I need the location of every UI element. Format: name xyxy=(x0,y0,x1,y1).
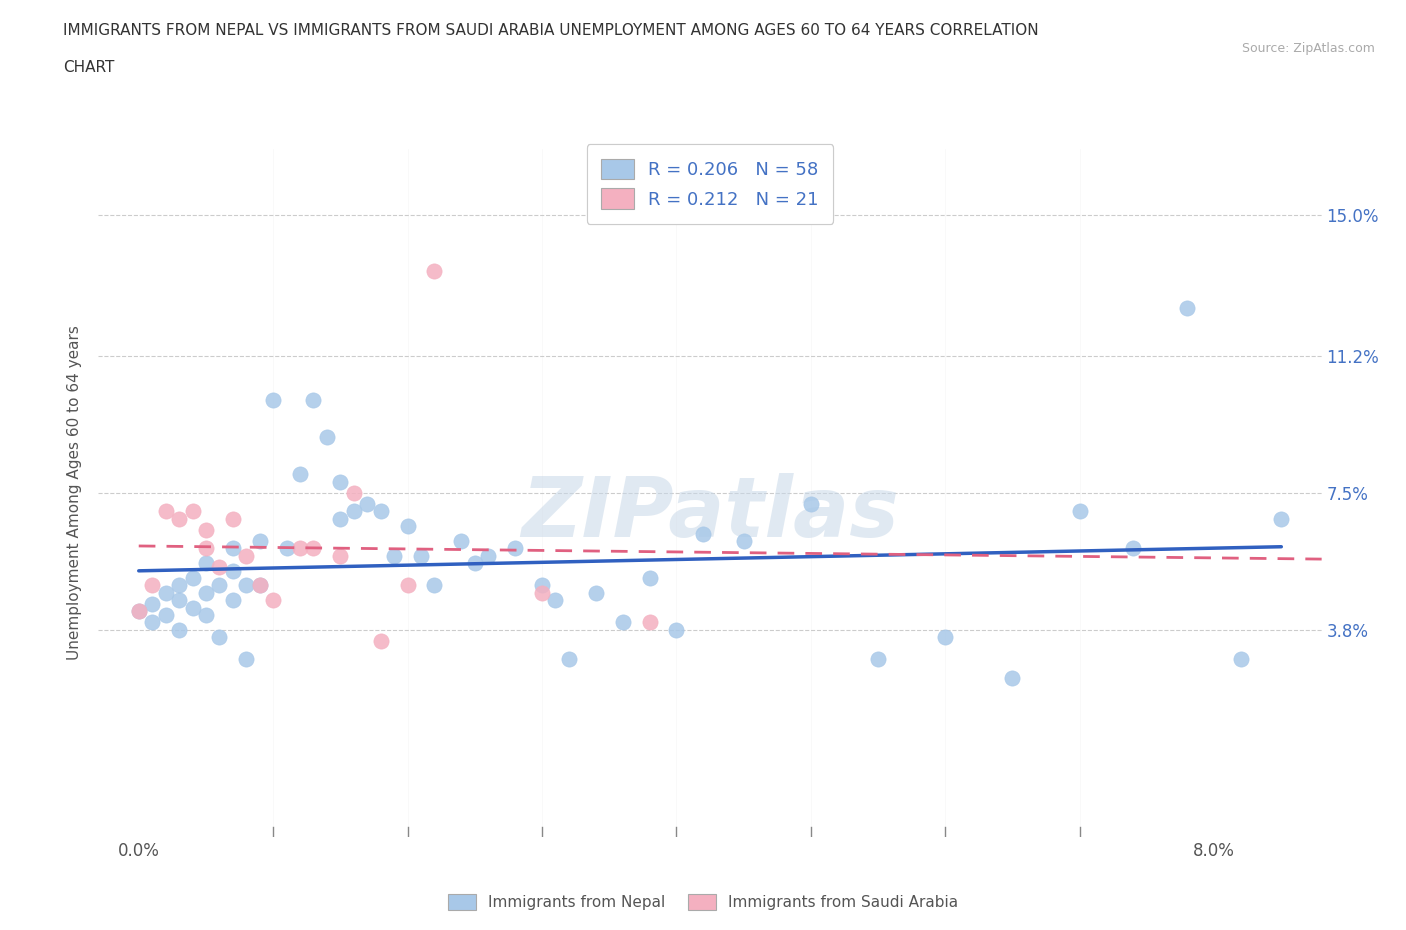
Point xyxy=(585,585,607,600)
Point xyxy=(665,622,688,637)
Y-axis label: Unemployment Among Ages 60 to 64 years: Unemployment Among Ages 60 to 64 years xyxy=(67,326,83,660)
Point xyxy=(934,630,956,644)
Point xyxy=(181,600,204,615)
Point xyxy=(128,604,150,618)
Legend: Immigrants from Nepal, Immigrants from Saudi Arabia: Immigrants from Nepal, Immigrants from S… xyxy=(440,886,966,918)
Point xyxy=(155,585,177,600)
Point xyxy=(612,615,634,630)
Point xyxy=(477,549,499,564)
Point xyxy=(222,592,245,607)
Point xyxy=(249,534,271,549)
Point xyxy=(530,585,553,600)
Point xyxy=(800,497,823,512)
Point xyxy=(141,596,163,611)
Point xyxy=(1270,512,1292,526)
Point xyxy=(208,630,231,644)
Point xyxy=(329,474,352,489)
Point xyxy=(141,615,163,630)
Point xyxy=(423,263,446,278)
Point xyxy=(235,652,257,667)
Point xyxy=(276,541,298,556)
Point xyxy=(167,622,190,637)
Point xyxy=(208,578,231,592)
Point xyxy=(1069,504,1091,519)
Point xyxy=(396,578,419,592)
Legend: R = 0.206   N = 58, R = 0.212   N = 21: R = 0.206 N = 58, R = 0.212 N = 21 xyxy=(586,144,834,224)
Point xyxy=(181,504,204,519)
Point xyxy=(1122,541,1144,556)
Point xyxy=(167,512,190,526)
Point xyxy=(262,393,284,408)
Point xyxy=(155,504,177,519)
Point xyxy=(128,604,150,618)
Point xyxy=(155,607,177,622)
Text: CHART: CHART xyxy=(63,60,115,74)
Point xyxy=(249,578,271,592)
Point xyxy=(194,556,217,571)
Point xyxy=(262,592,284,607)
Point xyxy=(329,549,352,564)
Point xyxy=(235,578,257,592)
Point xyxy=(409,549,432,564)
Point xyxy=(370,633,392,648)
Point xyxy=(544,592,567,607)
Text: IMMIGRANTS FROM NEPAL VS IMMIGRANTS FROM SAUDI ARABIA UNEMPLOYMENT AMONG AGES 60: IMMIGRANTS FROM NEPAL VS IMMIGRANTS FROM… xyxy=(63,23,1039,38)
Point xyxy=(329,512,352,526)
Point xyxy=(356,497,378,512)
Point xyxy=(396,519,419,534)
Point xyxy=(316,430,339,445)
Point xyxy=(343,504,366,519)
Text: Source: ZipAtlas.com: Source: ZipAtlas.com xyxy=(1241,42,1375,55)
Point xyxy=(288,467,311,482)
Point xyxy=(382,549,405,564)
Point xyxy=(868,652,890,667)
Point xyxy=(222,512,245,526)
Point xyxy=(530,578,553,592)
Point xyxy=(222,541,245,556)
Point xyxy=(343,485,366,500)
Point xyxy=(302,541,325,556)
Point xyxy=(1001,671,1024,685)
Point xyxy=(208,560,231,575)
Text: ZIPatlas: ZIPatlas xyxy=(522,473,898,554)
Point xyxy=(194,607,217,622)
Point xyxy=(733,534,755,549)
Point xyxy=(141,578,163,592)
Point xyxy=(638,571,661,586)
Point xyxy=(167,592,190,607)
Point xyxy=(288,541,311,556)
Point xyxy=(194,523,217,538)
Point xyxy=(450,534,472,549)
Point xyxy=(464,556,486,571)
Point xyxy=(235,549,257,564)
Point xyxy=(302,393,325,408)
Point xyxy=(194,541,217,556)
Point xyxy=(558,652,581,667)
Point xyxy=(638,615,661,630)
Point xyxy=(249,578,271,592)
Point xyxy=(167,578,190,592)
Point xyxy=(181,571,204,586)
Point xyxy=(194,585,217,600)
Point xyxy=(1230,652,1253,667)
Point xyxy=(692,526,714,541)
Point xyxy=(423,578,446,592)
Point xyxy=(370,504,392,519)
Point xyxy=(1175,300,1198,315)
Point xyxy=(503,541,526,556)
Point xyxy=(222,564,245,578)
